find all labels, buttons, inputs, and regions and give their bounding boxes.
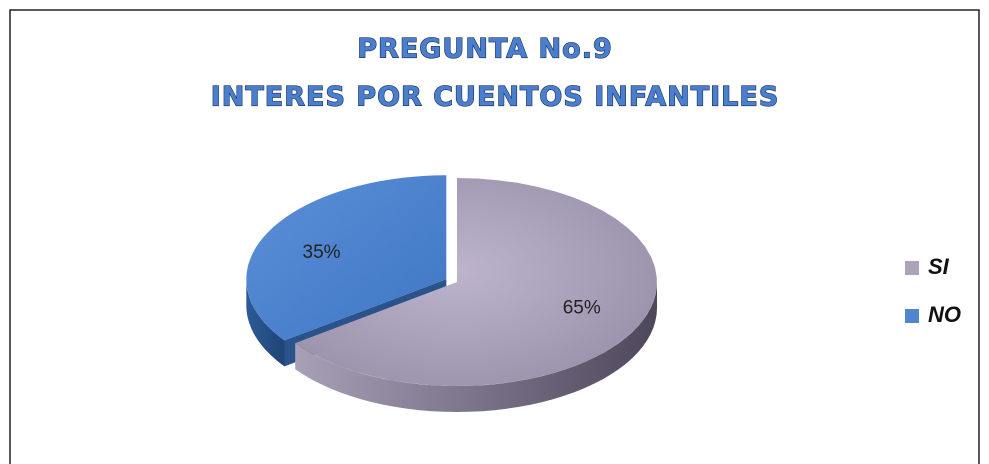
legend-swatch	[905, 309, 919, 323]
pie-slice-side	[295, 282, 657, 412]
value-label: 35%	[303, 242, 341, 263]
chart-subtitle: INTERES POR CUENTOS INFANTILES	[211, 82, 780, 113]
pie-slice	[246, 175, 447, 341]
legend-label: SI	[928, 254, 950, 279]
value-label: 65%	[563, 297, 601, 318]
legend-swatch	[905, 261, 919, 275]
pie-slice-side	[246, 279, 285, 367]
chart-title: PREGUNTA No.9	[357, 34, 613, 65]
pie-slice	[295, 178, 657, 386]
legend-label: NO	[928, 302, 961, 327]
